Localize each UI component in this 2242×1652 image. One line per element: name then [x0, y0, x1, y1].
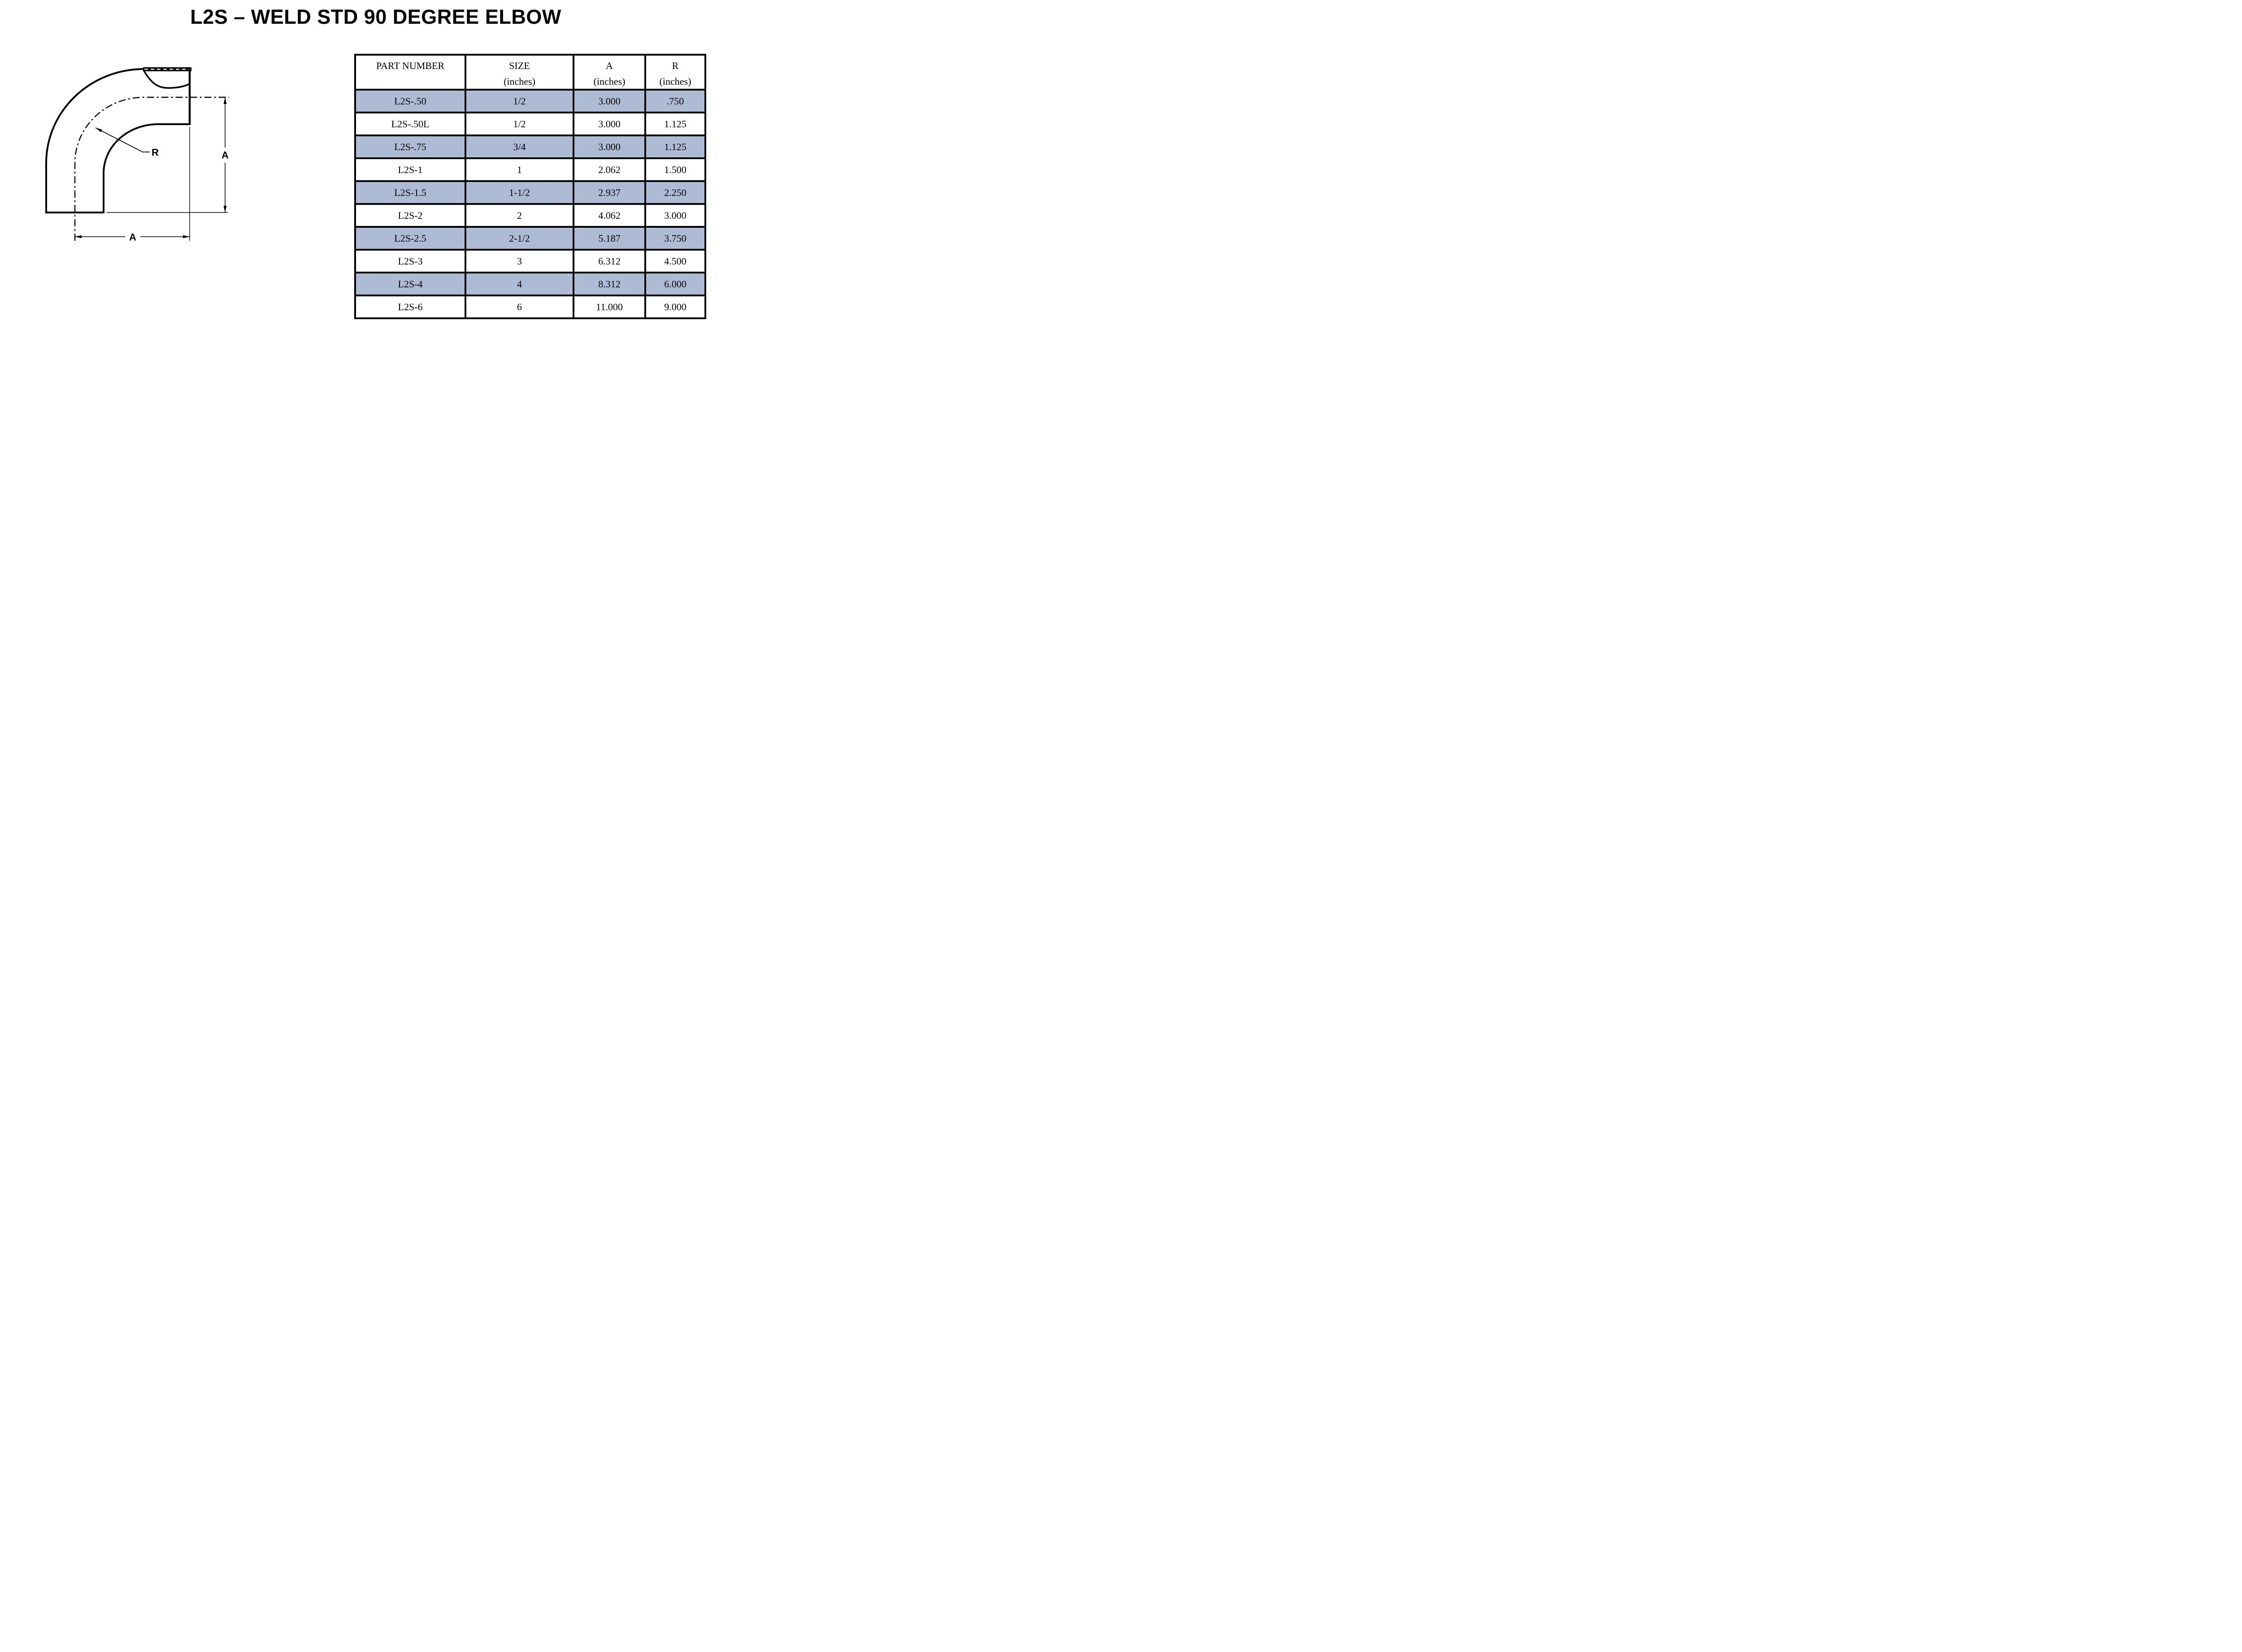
part-number-cell: L2S-6	[354, 295, 466, 319]
column-header-sublabel: (inches)	[593, 76, 626, 87]
horizontal-dimension-left-arrowhead-icon	[75, 235, 82, 238]
pipe-centerline	[74, 96, 229, 241]
pipe-opening-saddle-curve	[143, 70, 190, 89]
size-cell: 1-1/2	[465, 180, 574, 205]
height-dimension-label: A	[222, 150, 229, 161]
size-cell: 1/2	[465, 89, 574, 113]
column-header-size: SIZE (inches)	[465, 54, 574, 91]
page-title: L2S – WELD STD 90 DEGREE ELBOW	[190, 5, 561, 28]
r-dimension-cell: .750	[644, 89, 706, 113]
column-header-sublabel	[356, 76, 465, 88]
part-number-cell: L2S-1	[354, 157, 466, 182]
column-header-label: SIZE	[509, 60, 530, 71]
table-row: L2S-.75 3/4 3.000 1.125	[354, 134, 706, 159]
table-row: L2S-3 3 6.312 4.500	[354, 249, 706, 273]
column-header-sublabel: (inches)	[659, 76, 691, 87]
radius-label: R	[152, 147, 159, 158]
r-dimension-cell: 3.750	[644, 226, 706, 251]
outer-profile-line	[45, 68, 144, 213]
r-dimension-cell: 1.125	[644, 134, 706, 159]
vertical-dimension-down-arrowhead-icon	[223, 206, 227, 212]
column-header-a-dim: A (inches)	[573, 54, 646, 91]
part-number-cell: L2S-4	[354, 272, 466, 296]
r-dimension-cell: 9.000	[644, 295, 706, 319]
column-header-label: A	[606, 60, 613, 71]
table-row: L2S-.50L 1/2 3.000 1.125	[354, 112, 706, 136]
column-header-sublabel: (inches)	[504, 76, 535, 87]
a-dimension-cell: 2.062	[573, 157, 646, 182]
table-row: L2S-1 1 2.062 1.500	[354, 157, 706, 182]
horizontal-dimension-right-arrowhead-icon	[183, 235, 190, 238]
table-row: L2S-.50 1/2 3.000 .750	[354, 89, 706, 113]
size-cell: 2	[465, 203, 574, 228]
size-cell: 4	[465, 272, 574, 296]
column-header-label: PART NUMBER	[376, 60, 445, 71]
table-row: L2S-2.5 2-1/2 5.187 3.750	[354, 226, 706, 251]
radius-leader-arrowhead-icon	[96, 128, 102, 132]
header-row: PART NUMBER SIZE (inches) A (inches) R (…	[354, 54, 706, 91]
table-row: L2S-1.5 1-1/2 2.937 2.250	[354, 180, 706, 205]
part-number-cell: L2S-2.5	[354, 226, 466, 251]
part-number-cell: L2S-1.5	[354, 180, 466, 205]
width-dimension-label: A	[129, 232, 136, 243]
column-header-part-number: PART NUMBER	[354, 54, 466, 91]
r-dimension-cell: 2.250	[644, 180, 706, 205]
r-dimension-cell: 6.000	[644, 272, 706, 296]
a-dimension-cell: 4.062	[573, 203, 646, 228]
spec-table-body: L2S-.50 1/2 3.000 .750 L2S-.50L 1/2 3.00…	[354, 89, 706, 319]
elbow-diagram: R A A	[45, 67, 229, 243]
size-cell: 1	[465, 157, 574, 182]
part-number-cell: L2S-.50L	[354, 112, 466, 136]
part-number-cell: L2S-2	[354, 203, 466, 228]
table-row: L2S-4 4 8.312 6.000	[354, 272, 706, 296]
a-dimension-cell: 11.000	[573, 295, 646, 319]
part-number-cell: L2S-.75	[354, 134, 466, 159]
column-header-label: R	[672, 60, 679, 71]
a-dimension-cell: 5.187	[573, 226, 646, 251]
size-cell: 2-1/2	[465, 226, 574, 251]
a-dimension-cell: 3.000	[573, 89, 646, 113]
a-dimension-cell: 2.937	[573, 180, 646, 205]
column-header-r-dim: R (inches)	[644, 54, 706, 91]
r-dimension-cell: 1.500	[644, 157, 706, 182]
a-dimension-cell: 3.000	[573, 134, 646, 159]
part-number-cell: L2S-3	[354, 249, 466, 273]
table-row: L2S-2 2 4.062 3.000	[354, 203, 706, 228]
a-dimension-cell: 8.312	[573, 272, 646, 296]
r-dimension-cell: 1.125	[644, 112, 706, 136]
radius-leader-line	[95, 127, 150, 152]
table-row: L2S-6 6 11.000 9.000	[354, 295, 706, 319]
spec-table: PART NUMBER SIZE (inches) A (inches) R (…	[354, 54, 706, 319]
a-dimension-cell: 6.312	[573, 249, 646, 273]
datasheet-page: L2S – WELD STD 90 DEGREE ELBOW R A	[0, 0, 717, 330]
inner-profile-line	[45, 123, 191, 213]
spec-table-header: PART NUMBER SIZE (inches) A (inches) R (…	[354, 54, 706, 91]
r-dimension-cell: 3.000	[644, 203, 706, 228]
pipe-end-top-bar	[143, 67, 191, 71]
size-cell: 3	[465, 249, 574, 273]
part-number-cell: L2S-.50	[354, 89, 466, 113]
size-cell: 3/4	[465, 134, 574, 159]
r-dimension-cell: 4.500	[644, 249, 706, 273]
size-cell: 1/2	[465, 112, 574, 136]
vertical-dimension-up-arrowhead-icon	[223, 97, 227, 104]
size-cell: 6	[465, 295, 574, 319]
a-dimension-cell: 3.000	[573, 112, 646, 136]
